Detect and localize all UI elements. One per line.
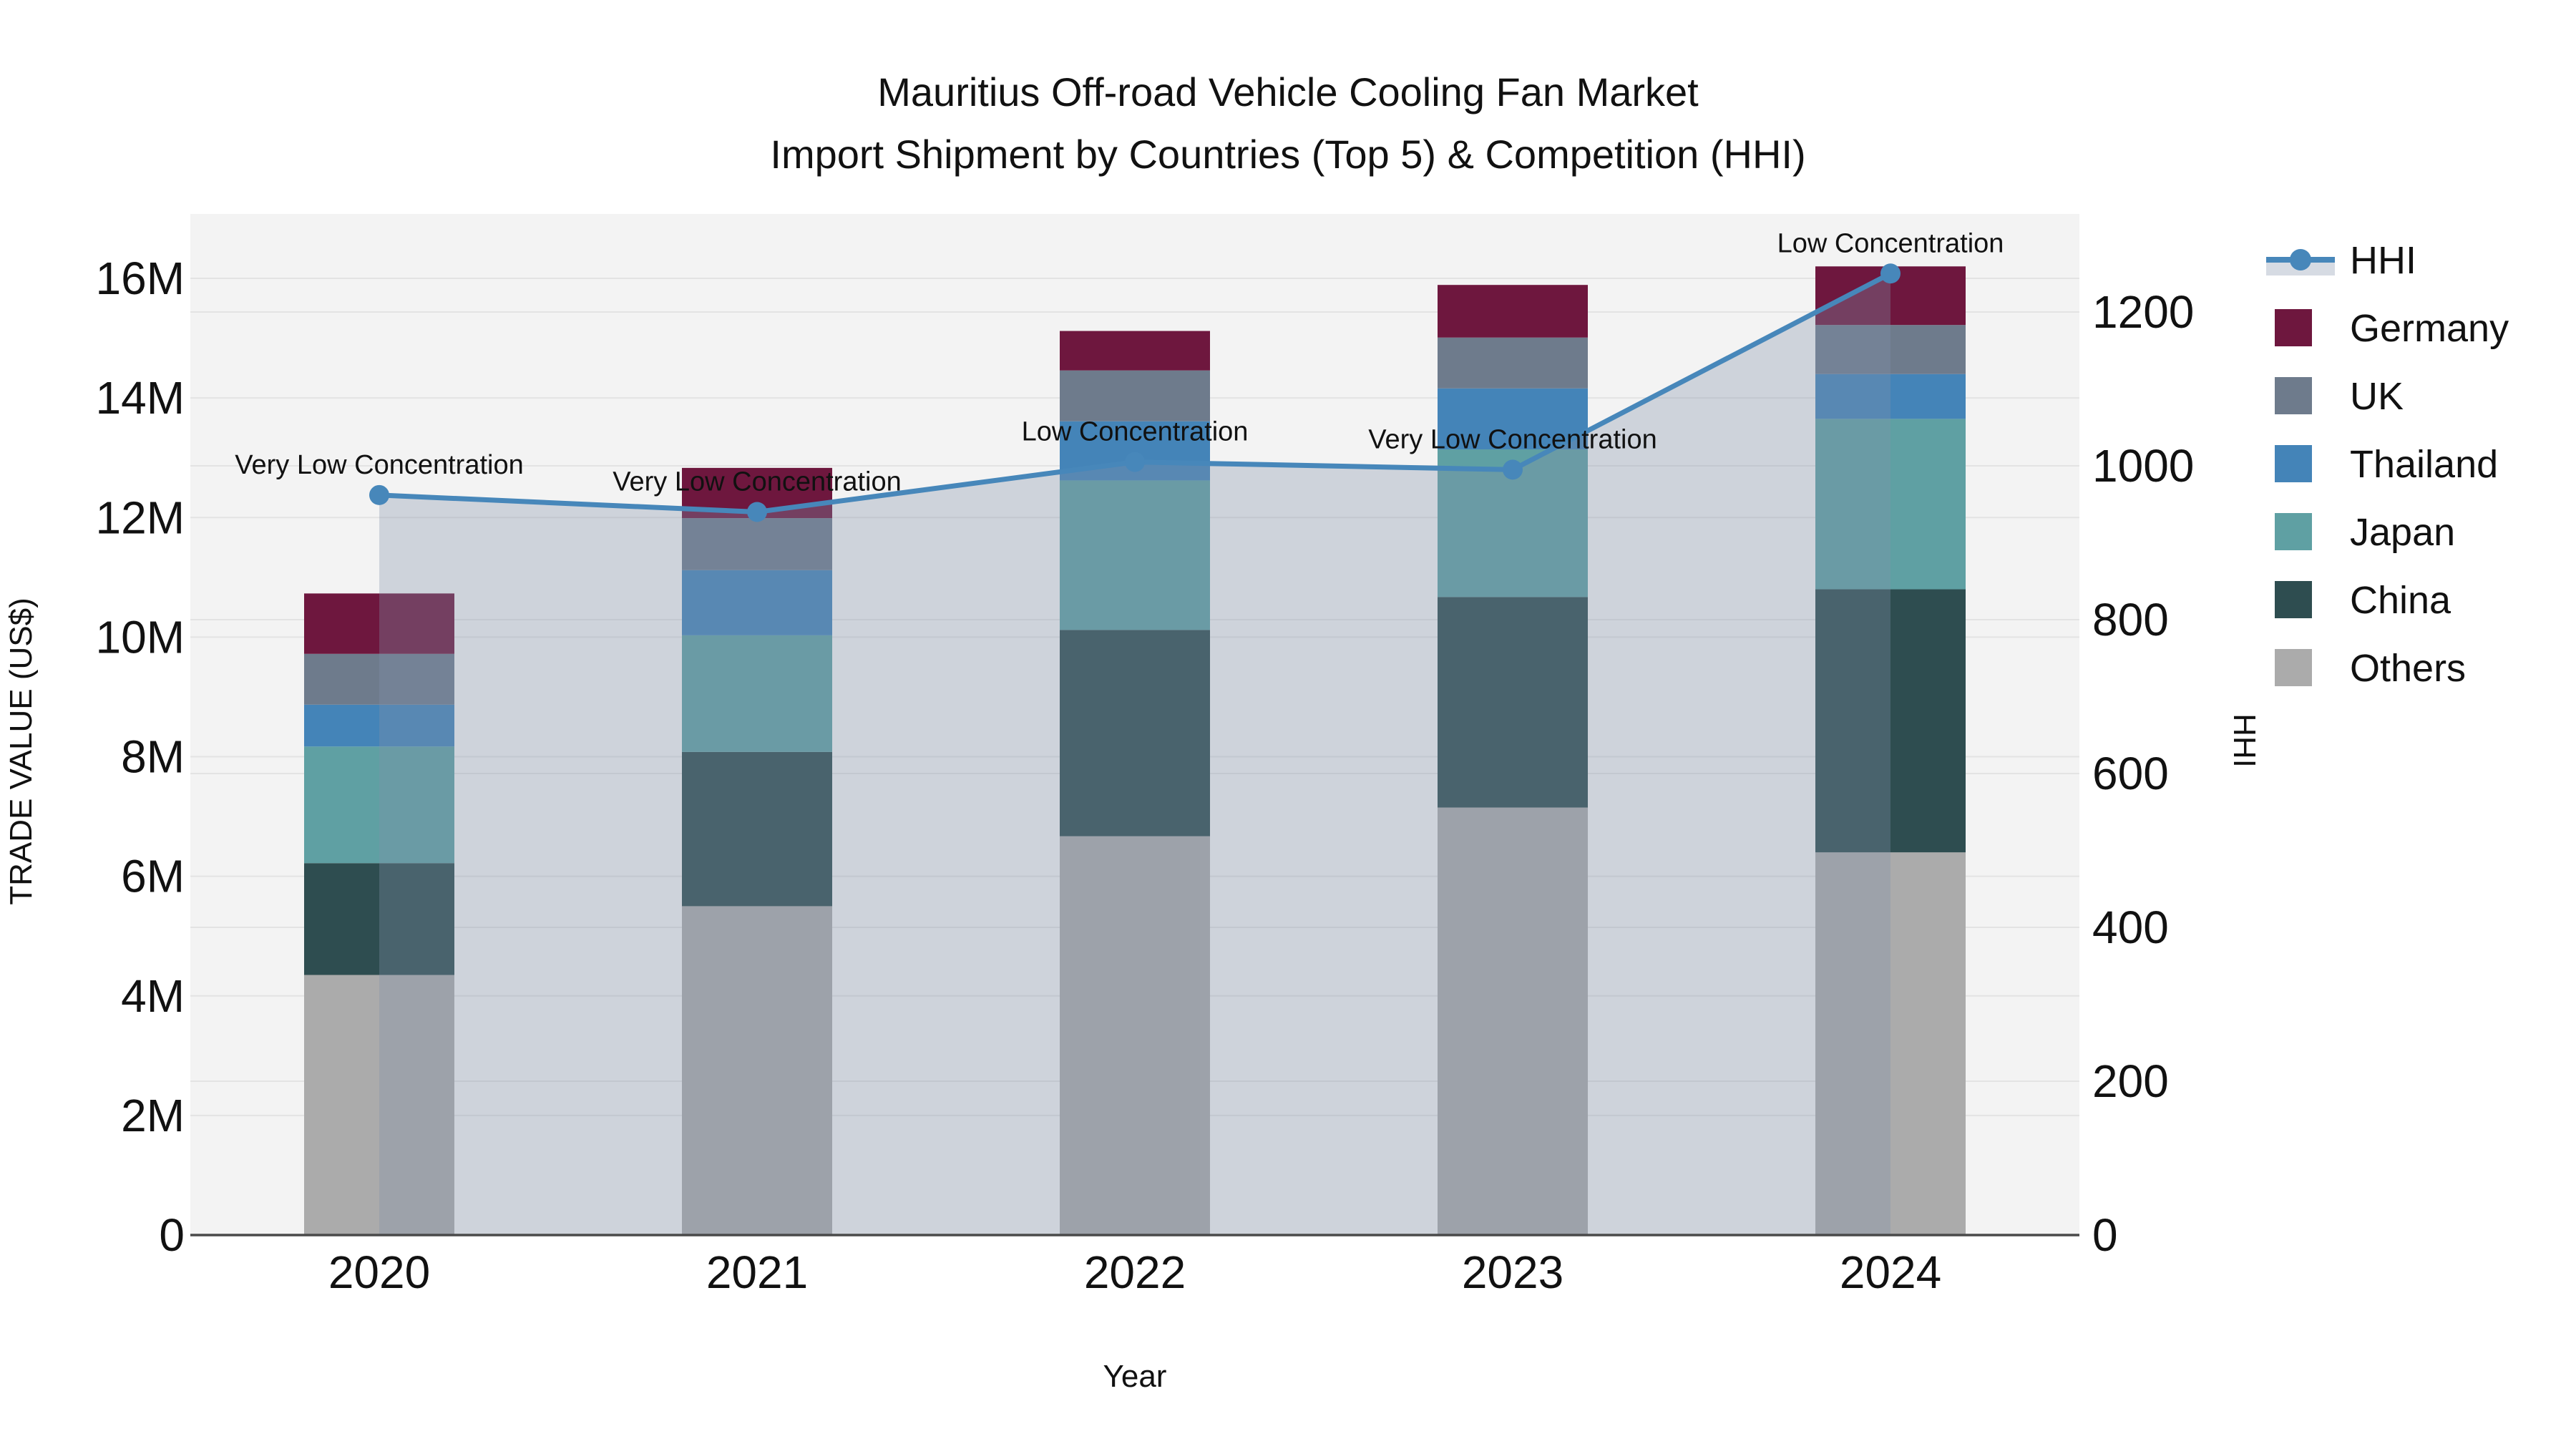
hhi-marker-2020	[369, 484, 389, 505]
legend-item-thailand[interactable]: Thailand	[2275, 443, 2498, 486]
y-axis-left-title: TRADE VALUE (US$)	[4, 597, 39, 905]
y-left-tick-label: 6M	[121, 851, 185, 902]
legend-hhi-marker-icon	[2290, 249, 2311, 270]
legend-color-swatch-thailand	[2275, 445, 2312, 482]
legend-label: Others	[2350, 647, 2466, 690]
legend-item-japan[interactable]: Japan	[2275, 511, 2455, 554]
legend-color-swatch-uk	[2275, 377, 2312, 414]
hhi-marker-2022	[1125, 452, 1145, 472]
y-left-tick-label: 10M	[96, 611, 185, 663]
y-left-tick-label: 4M	[121, 970, 185, 1022]
x-axis-title: Year	[1103, 1359, 1167, 1394]
legend-item-germany[interactable]: Germany	[2275, 307, 2509, 350]
y-right-tick-label: 600	[2092, 748, 2169, 799]
legend-item-uk[interactable]: UK	[2275, 375, 2404, 418]
stacked-bars-layer	[304, 266, 1966, 1235]
chart-title-line2: Import Shipment by Countries (Top 5) & C…	[770, 132, 1805, 177]
bar-segment-germany-2023	[1438, 285, 1588, 338]
bar-segment-thailand-2020	[304, 704, 454, 747]
y-right-tick-label: 1000	[2092, 440, 2194, 492]
legend-label: UK	[2350, 375, 2404, 418]
bar-segment-others-2022	[1060, 836, 1210, 1235]
legend-item-china[interactable]: China	[2275, 579, 2451, 622]
x-tick-label-2022: 2022	[1084, 1246, 1186, 1298]
bar-segment-others-2024	[1815, 852, 1966, 1235]
annotation-2021: Very Low Concentration	[613, 467, 901, 497]
x-tick-label-2023: 2023	[1462, 1246, 1563, 1298]
hhi-marker-2023	[1503, 459, 1523, 480]
bar-segment-others-2021	[682, 906, 832, 1235]
bar-segment-uk-2020	[304, 653, 454, 705]
bar-segment-uk-2022	[1060, 370, 1210, 421]
legend-color-swatch-china	[2275, 581, 2312, 618]
bar-segment-thailand-2023	[1438, 388, 1588, 449]
bar-segment-germany-2020	[304, 593, 454, 654]
y-right-tick-label: 200	[2092, 1055, 2169, 1107]
bar-segment-japan-2021	[682, 635, 832, 752]
bar-segment-japan-2024	[1815, 419, 1966, 590]
bar-segment-thailand-2021	[682, 570, 832, 635]
bar-segment-china-2022	[1060, 630, 1210, 836]
y-axis-right-title: HHI	[2227, 713, 2262, 768]
legend-item-others[interactable]: Others	[2275, 647, 2466, 690]
bar-segment-china-2023	[1438, 597, 1588, 808]
bar-segment-china-2020	[304, 863, 454, 975]
y-left-tick-label: 16M	[96, 253, 185, 304]
legend-label: Thailand	[2350, 443, 2498, 486]
legend-label: Japan	[2350, 511, 2455, 554]
x-tick-label-2020: 2020	[328, 1246, 430, 1298]
legend-color-swatch-germany	[2275, 309, 2312, 346]
y-left-tick-label: 8M	[121, 731, 185, 783]
y-left-tick-label: 2M	[121, 1090, 185, 1141]
tick-label-layer: 0 2M 4M 6M 8M 10M 12M 14M 16M 0 200 400 600 800 1000 12…	[96, 253, 2195, 1298]
legend-color-swatch-others	[2275, 649, 2312, 686]
bar-segment-others-2023	[1438, 807, 1588, 1235]
y-right-tick-label: 1200	[2092, 286, 2194, 338]
annotation-2020: Very Low Concentration	[235, 450, 523, 480]
hhi-marker-2021	[747, 502, 767, 522]
annotation-2022: Low Concentration	[1022, 417, 1249, 447]
bar-segment-uk-2024	[1815, 325, 1966, 374]
legend-color-swatch-japan	[2275, 513, 2312, 550]
legend: HHI Germany UK Thailand Japan China Others	[2266, 239, 2509, 690]
hhi-marker-2024	[1880, 263, 1901, 284]
annotation-2024: Low Concentration	[1777, 228, 2004, 258]
bar-segment-germany-2022	[1060, 331, 1210, 371]
bar-segment-china-2024	[1815, 589, 1966, 853]
legend-label: China	[2350, 579, 2451, 622]
bar-segment-uk-2023	[1438, 337, 1588, 389]
y-right-tick-label: 0	[2092, 1209, 2118, 1261]
bar-segment-japan-2022	[1060, 480, 1210, 630]
bar-segment-others-2020	[304, 975, 454, 1235]
bar-segment-japan-2020	[304, 746, 454, 864]
x-tick-label-2021: 2021	[706, 1246, 808, 1298]
bar-segment-china-2021	[682, 751, 832, 907]
legend-item-hhi[interactable]: HHI	[2266, 239, 2416, 282]
hhi-line-layer	[369, 263, 1901, 522]
y-right-tick-label: 400	[2092, 902, 2169, 953]
chart-title-line1: Mauritius Off-road Vehicle Cooling Fan M…	[877, 69, 1699, 114]
y-left-tick-label: 14M	[96, 372, 185, 424]
legend-label: Germany	[2350, 307, 2509, 350]
x-tick-label-2024: 2024	[1840, 1246, 1941, 1298]
y-right-tick-label: 800	[2092, 594, 2169, 645]
legend-label: HHI	[2350, 239, 2416, 282]
bar-segment-thailand-2024	[1815, 374, 1966, 419]
bar-segment-uk-2021	[682, 518, 832, 570]
y-left-tick-label: 0	[159, 1209, 185, 1261]
annotation-layer: Very Low Concentration Very Low Concentra…	[235, 228, 2004, 497]
y-left-tick-label: 12M	[96, 492, 185, 543]
annotation-2023: Very Low Concentration	[1368, 424, 1657, 454]
